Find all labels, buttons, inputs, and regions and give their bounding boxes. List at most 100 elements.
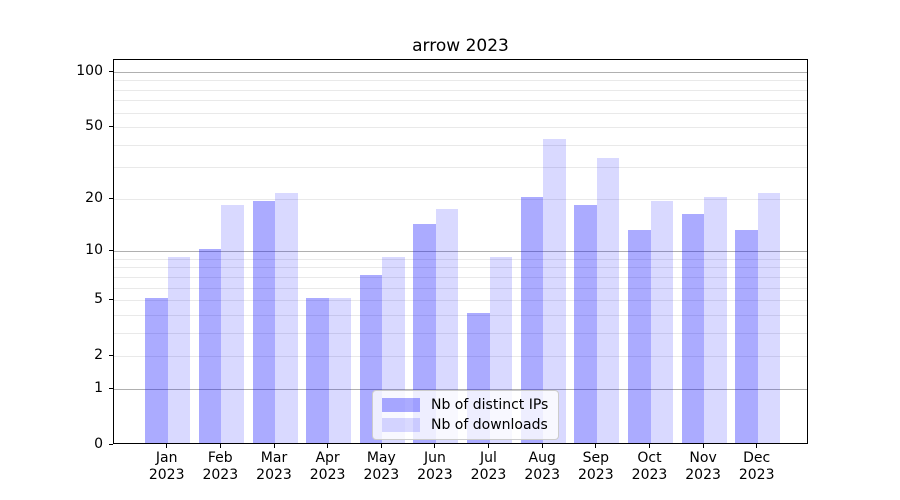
x-tick-month-sep: Sep [582, 450, 609, 466]
minor-gridline-8 [114, 267, 807, 269]
y-tick-label-2: 2 [94, 347, 103, 364]
x-tick-month-apr: Apr [315, 450, 340, 466]
x-tick-year-aug: 2023 [524, 467, 560, 483]
y-tick-mark-50 [109, 126, 113, 128]
minor-gridline-2 [114, 356, 807, 358]
x-tick-mark-jan [166, 444, 168, 448]
x-tick-mark-feb [219, 444, 221, 448]
bar-downloads-mar [275, 193, 298, 443]
minor-gridline-30 [114, 167, 807, 169]
x-tick-month-dec: Dec [743, 450, 771, 466]
x-tick-mark-mar [273, 444, 275, 448]
bar-downloads-apr [328, 298, 352, 443]
minor-gridline-20 [114, 198, 807, 200]
y-tick-mark-20 [109, 197, 113, 199]
bar-ips-nov [681, 213, 705, 443]
x-tick-month-aug: Aug [528, 450, 556, 466]
x-tick-year-jan: 2023 [148, 467, 185, 483]
legend-item-downloads: Nb of downloads [382, 417, 548, 433]
bar-downloads-nov [704, 196, 727, 443]
major-gridline-10 [114, 251, 807, 253]
legend: Nb of distinct IPs Nb of downloads [372, 390, 560, 440]
x-tick-month-oct: Oct [637, 450, 662, 466]
x-tick-month-may: May [366, 450, 396, 466]
x-tick-month-jun: Jun [423, 450, 446, 466]
x-tick-year-dec: 2023 [738, 467, 775, 483]
x-tick-mark-nov [702, 444, 704, 448]
x-tick-month-nov: Nov [689, 450, 717, 466]
y-tick-mark-5 [109, 299, 113, 301]
minor-gridline-5 [114, 300, 807, 302]
minor-gridline-6 [114, 287, 807, 289]
x-tick-year-jun: 2023 [417, 467, 453, 483]
bar-downloads-jan [167, 256, 191, 443]
bar-ips-mar [252, 200, 275, 443]
minor-gridline-70 [114, 100, 807, 102]
x-tick-year-feb: 2023 [202, 467, 239, 483]
x-tick-year-jul: 2023 [470, 467, 507, 483]
y-tick-mark-100 [109, 70, 113, 72]
x-tick-label-mar: Mar 2023 [239, 450, 309, 484]
bar-ips-jan [145, 298, 168, 443]
x-tick-label-jan: Jan 2023 [132, 450, 202, 484]
bar-ips-aug [520, 196, 544, 443]
x-tick-year-nov: 2023 [685, 467, 721, 483]
major-gridline-100 [114, 71, 807, 73]
y-tick-label-100: 100 [76, 62, 103, 79]
minor-gridline-90 [114, 80, 807, 82]
x-tick-year-apr: 2023 [309, 467, 346, 483]
x-tick-mark-oct [649, 444, 650, 448]
y-tick-mark-1 [109, 388, 113, 389]
x-tick-month-jul: Jul [480, 450, 497, 466]
y-tick-label-20: 20 [85, 189, 103, 206]
minor-gridline-40 [114, 144, 807, 146]
minor-gridline-4 [114, 314, 807, 316]
x-tick-label-nov: Nov 2023 [668, 450, 738, 484]
x-tick-label-apr: Apr 2023 [293, 450, 363, 484]
x-tick-label-jun: Jun 2023 [400, 450, 470, 484]
legend-swatch-distinct-ips [382, 398, 420, 412]
bar-ips-feb [198, 249, 222, 443]
y-tick-label-5: 5 [94, 291, 103, 308]
y-tick-mark-0 [109, 444, 113, 445]
minor-gridline-60 [114, 112, 807, 114]
major-gridline-1 [114, 389, 807, 390]
x-tick-mark-dec [756, 444, 758, 448]
x-tick-label-feb: Feb 2023 [185, 450, 255, 484]
bar-downloads-oct [650, 200, 673, 443]
y-tick-mark-2 [109, 355, 113, 357]
bar-downloads-jun [435, 209, 459, 443]
x-tick-mark-jul [488, 444, 489, 448]
legend-swatch-downloads [382, 418, 420, 432]
x-tick-label-jul: Jul 2023 [454, 450, 524, 484]
bar-downloads-aug [543, 138, 566, 443]
x-tick-year-mar: 2023 [256, 467, 292, 483]
legend-label-downloads: Nb of downloads [431, 417, 548, 433]
x-tick-label-oct: Oct 2023 [615, 450, 685, 484]
legend-item-distinct-ips: Nb of distinct IPs [382, 397, 548, 413]
minor-gridline-80 [114, 89, 807, 91]
bar-downloads-feb [221, 205, 244, 443]
x-tick-mark-sep [595, 444, 597, 448]
x-tick-year-may: 2023 [363, 467, 400, 483]
x-tick-month-mar: Mar [260, 450, 288, 466]
chart-title: arrow 2023 [412, 36, 509, 56]
minor-gridline-9 [114, 258, 807, 260]
bar-ips-oct [628, 229, 651, 443]
x-tick-mark-may [380, 444, 382, 448]
x-tick-month-feb: Feb [207, 450, 233, 466]
legend-label-distinct-ips: Nb of distinct IPs [431, 397, 549, 413]
x-tick-year-sep: 2023 [577, 467, 614, 483]
x-tick-year-oct: 2023 [631, 467, 668, 483]
bar-ips-dec [735, 229, 758, 443]
minor-gridline-50 [114, 127, 807, 129]
y-tick-label-1: 1 [94, 380, 103, 396]
bar-ips-apr [306, 298, 329, 443]
x-tick-label-sep: Sep 2023 [561, 450, 631, 484]
plot-area: Nb of distinct IPs Nb of downloads [113, 59, 808, 444]
x-tick-label-may: May 2023 [346, 450, 416, 484]
x-tick-month-jan: Jan [155, 450, 178, 466]
x-tick-label-aug: Aug 2023 [507, 450, 577, 484]
x-tick-mark-apr [327, 444, 329, 448]
